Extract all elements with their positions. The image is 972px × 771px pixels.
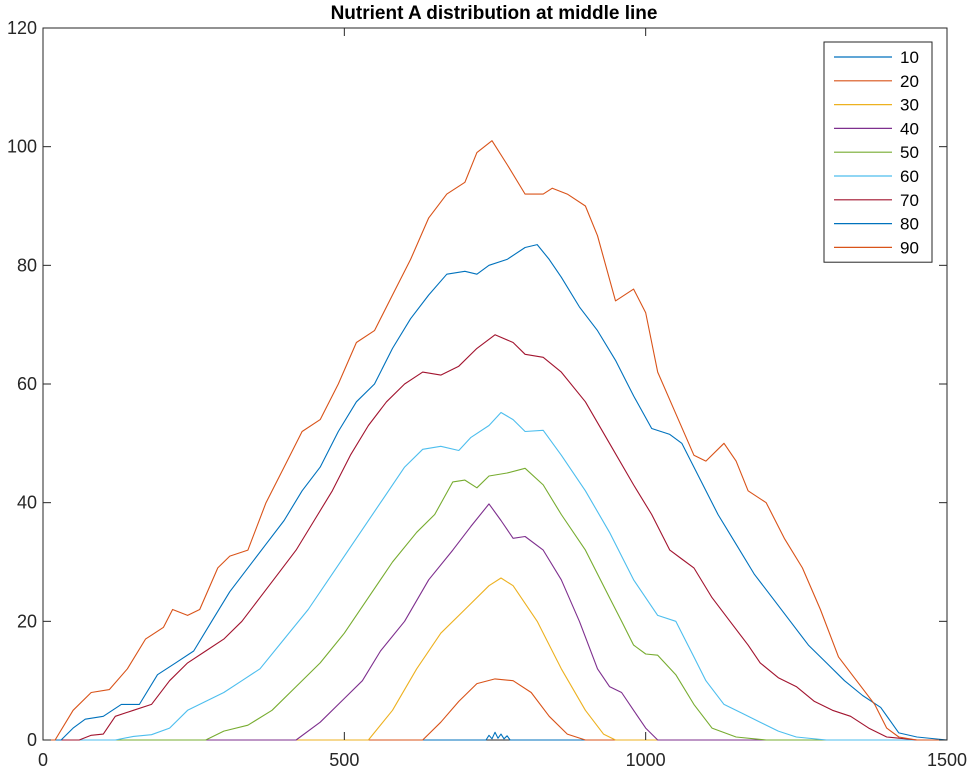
y-tick-label: 60 (17, 374, 37, 394)
series-line-30 (43, 577, 947, 741)
y-tick-label: 80 (17, 255, 37, 275)
legend-label-90: 90 (900, 238, 919, 257)
y-tick-label: 0 (27, 730, 37, 750)
series-line-20 (43, 678, 947, 741)
legend-label-40: 40 (900, 119, 919, 138)
x-tick-label: 0 (38, 750, 48, 770)
series-layer (43, 140, 948, 741)
y-tick-label: 100 (7, 137, 37, 157)
series-line-60 (43, 411, 947, 741)
legend: 10 20 30 40 50 60 70 80 90 (823, 41, 933, 263)
y-tick-label: 20 (17, 611, 37, 631)
legend-label-70: 70 (900, 191, 919, 210)
y-tick-label: 40 (17, 493, 37, 513)
legend-label-20: 20 (900, 72, 919, 91)
series-line-70 (43, 334, 947, 741)
series-line-10 (43, 731, 947, 741)
legend-label-10: 10 (900, 48, 919, 67)
series-line-50 (43, 467, 947, 741)
x-tick-label: 500 (329, 750, 359, 770)
plot-area (42, 27, 948, 741)
legend-label-50: 50 (900, 143, 919, 162)
y-tick-label: 120 (7, 18, 37, 38)
x-tick-label: 1000 (626, 750, 666, 770)
series-line-80 (43, 244, 948, 741)
series-line-90 (43, 140, 947, 741)
legend-label-60: 60 (900, 167, 919, 186)
series-line-40 (43, 503, 947, 741)
chart-title: Nutrient A distribution at middle line (331, 3, 658, 24)
plot-frame (42, 27, 948, 741)
legend-label-80: 80 (900, 215, 919, 234)
axes-layer: 0 500 1000 1500 0 20 40 60 80 100 120 (7, 18, 967, 770)
x-tick-label: 1500 (927, 750, 967, 770)
legend-label-30: 30 (900, 96, 919, 115)
